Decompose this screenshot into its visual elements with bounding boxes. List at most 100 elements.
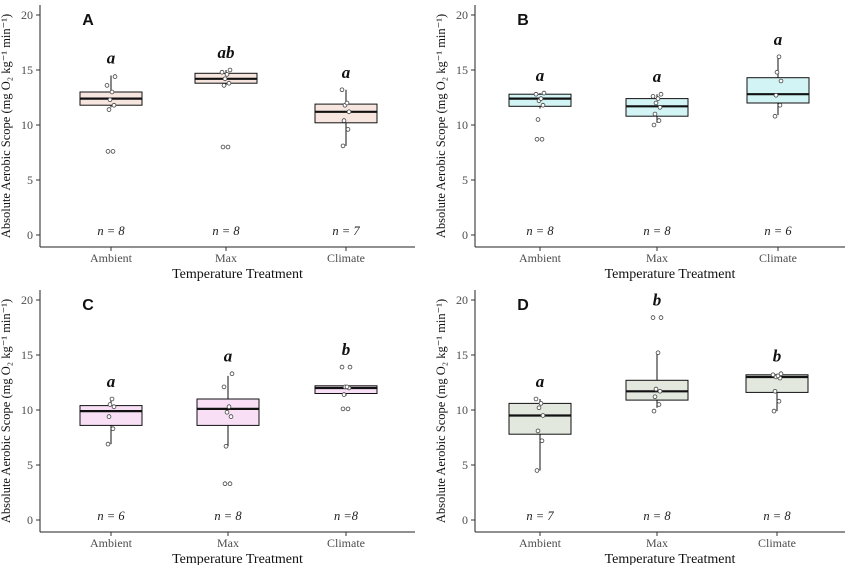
- data-point: [340, 143, 346, 149]
- data-point: [657, 105, 663, 110]
- box-group-ambient: a n = 8: [79, 49, 143, 238]
- data-point: [534, 137, 540, 142]
- panel-a: 0 5 10 15 20 Absolute Aerobic Scope (mg O₂ kg…: [0, 5, 415, 282]
- data-point: [228, 414, 234, 419]
- data-point: [533, 91, 539, 97]
- y-tick-label: 15: [21, 348, 33, 362]
- data-point: [219, 69, 225, 75]
- data-point: [652, 111, 658, 117]
- y-axis-title: Absolute Aerobic Scope (mg O₂ kg⁻¹ min⁻¹…: [0, 14, 13, 238]
- x-axis-title: Temperature Treatment: [172, 267, 303, 282]
- panel-c: 0 5 10 15 20 Absolute Aerobic Scope (mg O₂ kg…: [0, 290, 415, 565]
- y-tick-label: 20: [456, 8, 468, 22]
- x-tick-label: Ambient: [519, 536, 562, 550]
- box-group-max: a n = 8: [196, 347, 260, 523]
- significance-letter: a: [107, 372, 116, 391]
- data-point: [104, 83, 110, 88]
- y-tick-label: 15: [456, 348, 468, 362]
- y-tick-label: 5: [27, 458, 33, 472]
- data-point: [772, 113, 778, 119]
- data-point: [777, 102, 783, 108]
- data-point: [220, 144, 226, 150]
- data-point: [535, 117, 541, 122]
- data-point: [340, 406, 346, 412]
- significance-letter: a: [224, 347, 233, 366]
- x-tick-label: Ambient: [519, 251, 562, 265]
- box-group-climate: b n = 8: [745, 347, 809, 523]
- y-tick-label: 5: [462, 173, 468, 187]
- data-point: [105, 441, 111, 447]
- data-point: [658, 315, 664, 320]
- data-point: [339, 87, 345, 93]
- box-group-max: ab n = 8: [194, 43, 258, 238]
- data-point: [105, 149, 111, 154]
- data-point: [109, 89, 115, 95]
- data-point: [541, 90, 547, 96]
- data-point: [224, 409, 230, 415]
- x-tick-label: Ambient: [90, 536, 133, 550]
- data-point: [540, 413, 546, 418]
- y-tick-label: 5: [27, 173, 33, 187]
- data-point: [226, 404, 232, 410]
- data-point: [538, 96, 544, 101]
- y-tick-label: 15: [21, 63, 33, 77]
- significance-letter: a: [536, 372, 545, 391]
- x-tick-label: Climate: [327, 536, 365, 550]
- data-point: [223, 443, 229, 449]
- data-point: [344, 384, 350, 390]
- y-tick-label: 0: [462, 228, 468, 242]
- box: [746, 77, 810, 104]
- x-axis-title: Temperature Treatment: [605, 552, 736, 565]
- y-tick-label: 0: [27, 228, 33, 242]
- box-group-ambient: a n = 7: [508, 372, 572, 523]
- data-point: [110, 149, 116, 154]
- sample-size-label: n = 6: [97, 509, 125, 523]
- data-point: [345, 406, 351, 412]
- sample-size-label: n = 8: [763, 509, 791, 523]
- box-group-max: b n = 8: [625, 291, 689, 523]
- data-point: [225, 144, 231, 150]
- significance-letter: a: [107, 49, 116, 68]
- panel-label: D: [517, 297, 529, 314]
- significance-letter: a: [342, 63, 351, 82]
- data-point: [221, 83, 227, 88]
- data-point: [227, 67, 233, 73]
- sample-size-label: n = 7: [332, 224, 360, 238]
- data-point: [224, 72, 230, 77]
- sample-size-label: n = 8: [526, 224, 554, 238]
- significance-letter: ab: [218, 43, 235, 62]
- data-point: [534, 468, 540, 473]
- data-point: [656, 402, 662, 407]
- sample-size-label: n =8: [334, 509, 359, 523]
- panel-label: C: [82, 297, 94, 314]
- data-point: [339, 364, 345, 370]
- sample-size-label: n = 8: [643, 224, 671, 238]
- data-point: [227, 481, 233, 487]
- data-point: [650, 315, 656, 320]
- data-point: [655, 96, 661, 101]
- data-point: [533, 396, 539, 402]
- significance-letter: b: [773, 347, 782, 366]
- x-tick-label: Ambient: [90, 251, 133, 265]
- data-point: [770, 372, 776, 378]
- data-point: [539, 438, 545, 444]
- data-point: [535, 428, 541, 434]
- data-point: [658, 91, 664, 97]
- data-point: [222, 481, 228, 487]
- x-axis-title: Temperature Treatment: [172, 552, 303, 565]
- data-point: [536, 405, 542, 411]
- data-point: [341, 118, 347, 123]
- data-point: [347, 364, 353, 370]
- data-point: [109, 396, 115, 402]
- y-axis-title: Absolute Aerobic Scope (mg O₂ kg⁻¹ min⁻¹…: [0, 299, 13, 523]
- x-tick-label: Max: [646, 251, 668, 265]
- data-point: [111, 102, 117, 108]
- data-point: [657, 388, 663, 394]
- significance-letter: a: [653, 67, 662, 86]
- y-tick-label: 10: [21, 118, 33, 132]
- y-tick-label: 20: [21, 8, 33, 22]
- data-point: [110, 426, 116, 432]
- data-point: [345, 127, 351, 132]
- data-point: [651, 408, 657, 414]
- significance-letter: a: [536, 66, 545, 85]
